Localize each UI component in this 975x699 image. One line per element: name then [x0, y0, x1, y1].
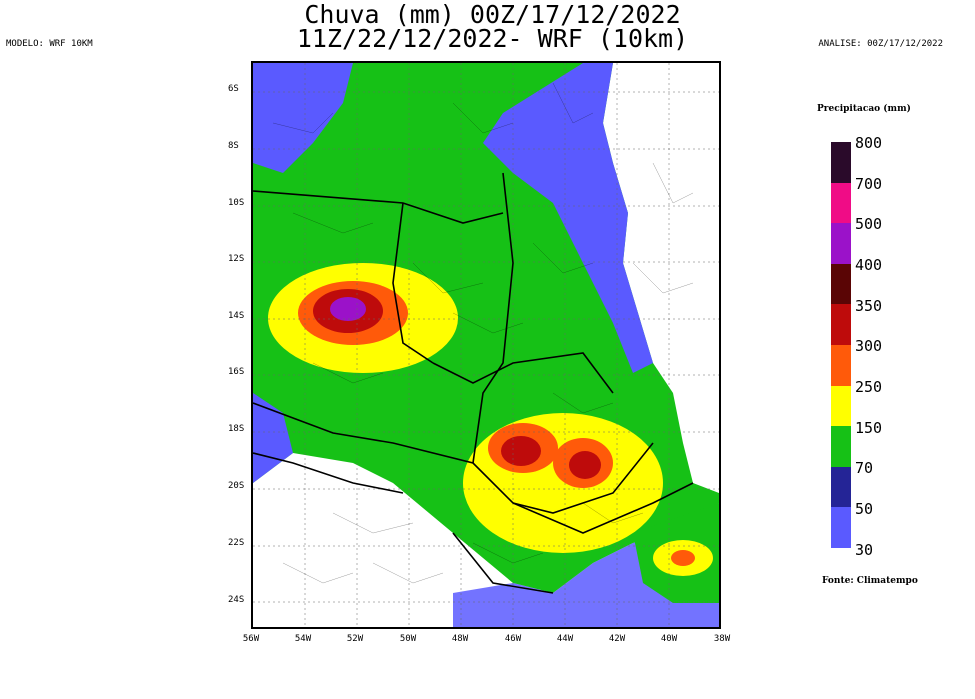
legend-label-800: 800 [855, 134, 883, 152]
legend-colorbar [831, 142, 851, 548]
precipitation-map [251, 61, 721, 629]
legend-swatch-350 [831, 304, 851, 345]
legend-label-250: 250 [855, 378, 883, 396]
legend-label-150: 150 [855, 419, 883, 437]
legend-swatch-50 [831, 507, 851, 548]
lat-tick-24s: 24S [228, 595, 245, 605]
lat-tick-16s: 16S [228, 367, 245, 377]
legend-swatch-400 [831, 263, 851, 305]
legend-swatch-800 [831, 142, 851, 183]
source-label: Fonte: Climatempo [822, 576, 918, 586]
legend-swatch-300 [831, 344, 851, 386]
lat-tick-20s: 20S [228, 481, 245, 491]
analysis-label: ANALISE: 00Z/17/12/2022 [818, 39, 943, 49]
lon-tick-38w: 38W [713, 634, 731, 644]
map-title-line1: Chuva (mm) 00Z/17/12/2022 [304, 0, 681, 29]
lat-tick-12s: 12S [228, 254, 245, 264]
legend-label-350: 350 [855, 297, 883, 315]
legend-title: Precipitacao (mm) [817, 104, 911, 114]
lon-tick-48w: 48W [451, 634, 469, 644]
lon-tick-42w: 42W [608, 634, 626, 644]
precipitation-field [253, 63, 719, 627]
lat-tick-14s: 14S [228, 311, 245, 321]
legend-swatch-150 [831, 426, 851, 467]
legend-label-50: 50 [855, 500, 874, 518]
lat-tick-18s: 18S [228, 424, 245, 434]
legend-label-300: 300 [855, 337, 883, 355]
legend-swatch-500 [831, 223, 851, 264]
legend-swatch-70 [831, 466, 851, 508]
legend-label-700: 700 [855, 175, 883, 193]
lon-tick-56w: 56W [242, 634, 260, 644]
lat-tick-10s: 10S [228, 198, 245, 208]
lat-tick-22s: 22S [228, 538, 245, 548]
lon-tick-54w: 54W [294, 634, 312, 644]
lon-tick-44w: 44W [556, 634, 574, 644]
lat-tick-8s: 8S [228, 141, 239, 151]
lon-tick-50w: 50W [399, 634, 417, 644]
legend-swatch-250 [831, 385, 851, 427]
map-title-line2: 11Z/22/12/2022- WRF (10km) [296, 24, 689, 53]
legend-swatch-700 [831, 182, 851, 224]
model-label: MODELO: WRF 10KM [6, 39, 93, 49]
legend-label-30: 30 [855, 541, 874, 559]
lat-tick-6s: 6S [228, 84, 239, 94]
legend-label-400: 400 [855, 256, 883, 274]
legend-label-500: 500 [855, 215, 883, 233]
lon-tick-40w: 40W [660, 634, 678, 644]
lon-tick-46w: 46W [504, 634, 522, 644]
legend-label-70: 70 [855, 459, 874, 477]
lon-tick-52w: 52W [346, 634, 364, 644]
